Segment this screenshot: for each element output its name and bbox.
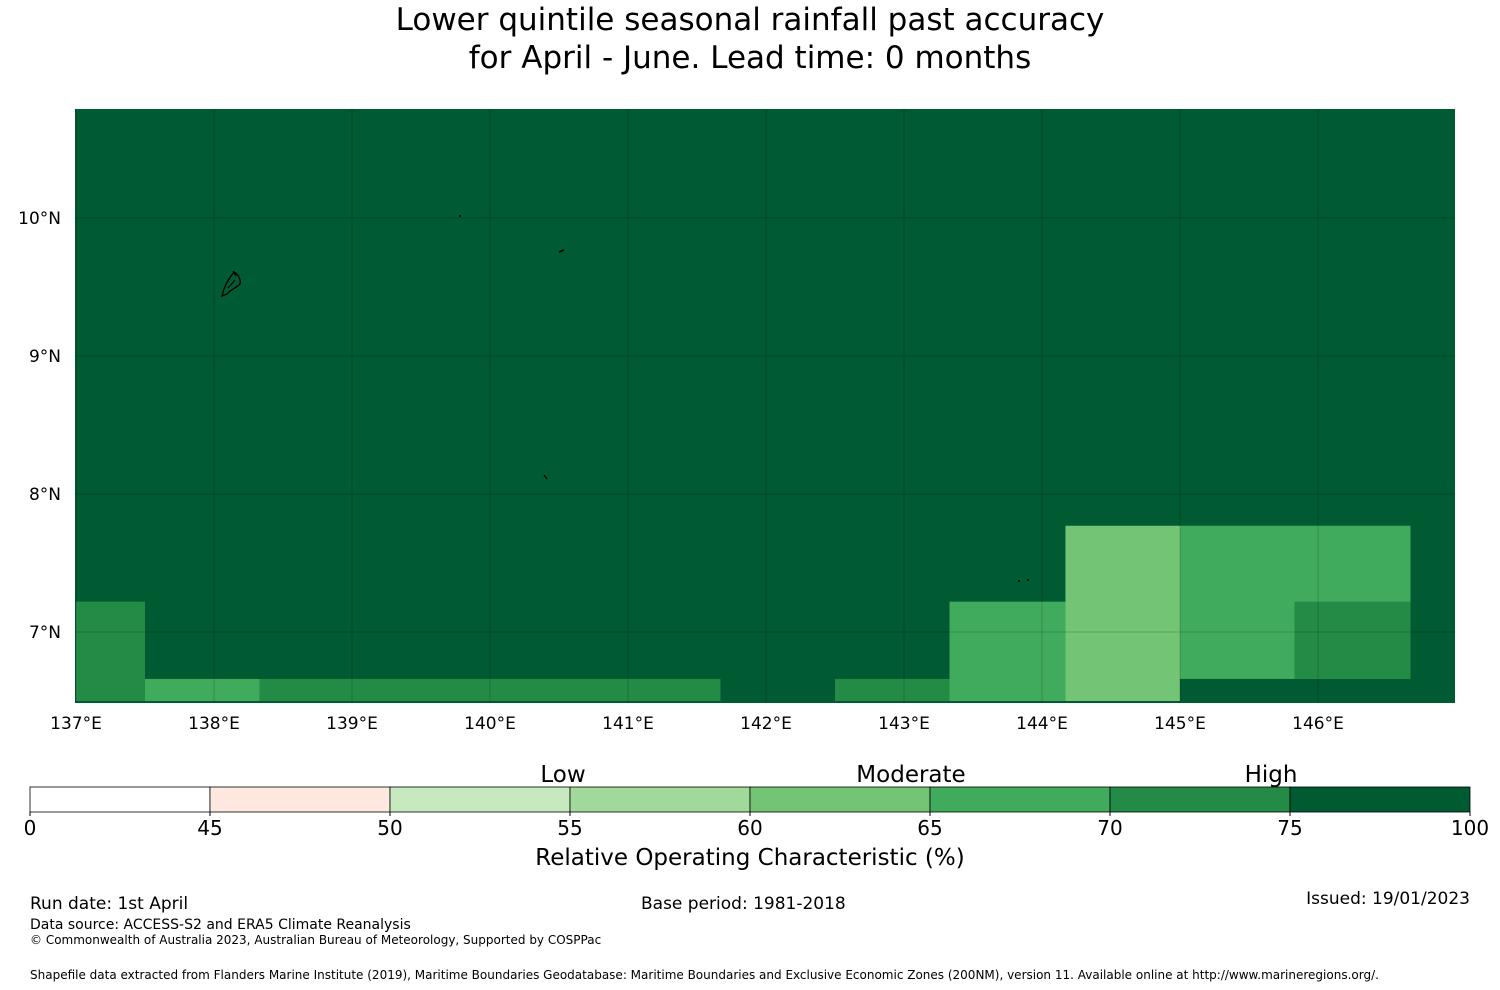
- colorbar-tick-label: 55: [557, 816, 582, 840]
- colorbar-tick-label: 70: [1097, 816, 1122, 840]
- lon-tick-label: 143°E: [878, 714, 930, 734]
- lon-tick-label: 146°E: [1292, 714, 1344, 734]
- roc-cell: [1294, 601, 1411, 679]
- roc-cell: [1065, 525, 1180, 701]
- run-date: Run date: 1st April: [30, 894, 189, 914]
- island-small-5: [1027, 579, 1029, 581]
- map-title-line2: for April - June. Lead time: 0 months: [468, 40, 1032, 76]
- colorbar-segment: [929, 786, 1111, 813]
- lat-tick-label: 8°N: [29, 485, 61, 505]
- colorbar-segment: [749, 786, 931, 813]
- island-small-2: [558, 249, 565, 253]
- lon-tick-label: 144°E: [1016, 714, 1068, 734]
- roc-cell: [145, 678, 260, 701]
- lat-tick-label: 9°N: [29, 347, 61, 367]
- latitude-labels: 10°N 9°N 8°N 7°N: [18, 209, 61, 643]
- colorbar-tick-label: 65: [917, 816, 942, 840]
- category-label: Low: [540, 762, 585, 788]
- island-small-3: [543, 474, 548, 480]
- island-ulithi-tip: [232, 270, 237, 277]
- colorbar-tick-label: 100: [1451, 816, 1489, 840]
- roc-cell: [949, 601, 1066, 701]
- map-panel: [75, 109, 1455, 703]
- lon-tick-label: 140°E: [464, 714, 516, 734]
- lon-tick-label: 138°E: [188, 714, 240, 734]
- lat-tick-label: 10°N: [18, 209, 61, 229]
- roc-cell: [76, 601, 145, 701]
- issued-date: Issued: 19/01/2023: [1306, 889, 1470, 909]
- island-small-4: [1018, 580, 1020, 582]
- colorbar-tick-label: 45: [197, 816, 222, 840]
- lon-tick-label: 139°E: [326, 714, 378, 734]
- colorbar-segment: [209, 786, 391, 813]
- colorbar-segment: [1289, 786, 1471, 813]
- colorbar-segment: [569, 786, 751, 813]
- lon-tick-label: 141°E: [602, 714, 654, 734]
- colorbar-tick-label: 0: [24, 816, 37, 840]
- colorbar-segment: [389, 786, 571, 813]
- colorbar-tick-label: 60: [737, 816, 762, 840]
- category-label: High: [1245, 762, 1298, 788]
- colorbar-tick-label: 75: [1277, 816, 1302, 840]
- colorbar-segment: [1109, 786, 1291, 813]
- colorbar-segment: [29, 786, 211, 813]
- copyright: © Commonwealth of Australia 2023, Austra…: [30, 933, 602, 947]
- lat-tick-label: 7°N: [29, 623, 61, 643]
- shapefile-credit: Shapefile data extracted from Flanders M…: [30, 968, 1379, 982]
- colorbar-tick-label: 50: [377, 816, 402, 840]
- category-label: Moderate: [856, 762, 965, 788]
- lon-tick-label: 137°E: [50, 714, 102, 734]
- island-outlines: [221, 215, 1029, 582]
- colorbar-label: Relative Operating Characteristic (%): [535, 845, 965, 871]
- data-source: Data source: ACCESS-S2 and ERA5 Climate …: [30, 917, 411, 933]
- island-small-1: [459, 215, 461, 217]
- colorbar: 0 45 50 55 60 65 70 75 100 Low Moderate High: [24, 762, 1489, 840]
- base-period: Base period: 1981-2018: [641, 894, 846, 914]
- lon-tick-label: 145°E: [1154, 714, 1206, 734]
- map-title-line1: Lower quintile seasonal rainfall past ac…: [395, 2, 1105, 38]
- longitude-labels: 137°E 138°E 139°E 140°E 141°E 142°E 143°E 144°E…: [50, 714, 1344, 734]
- roc-cell: [835, 678, 950, 701]
- roc-cell: [259, 678, 721, 701]
- lon-tick-label: 142°E: [740, 714, 792, 734]
- island-yap: [221, 271, 241, 298]
